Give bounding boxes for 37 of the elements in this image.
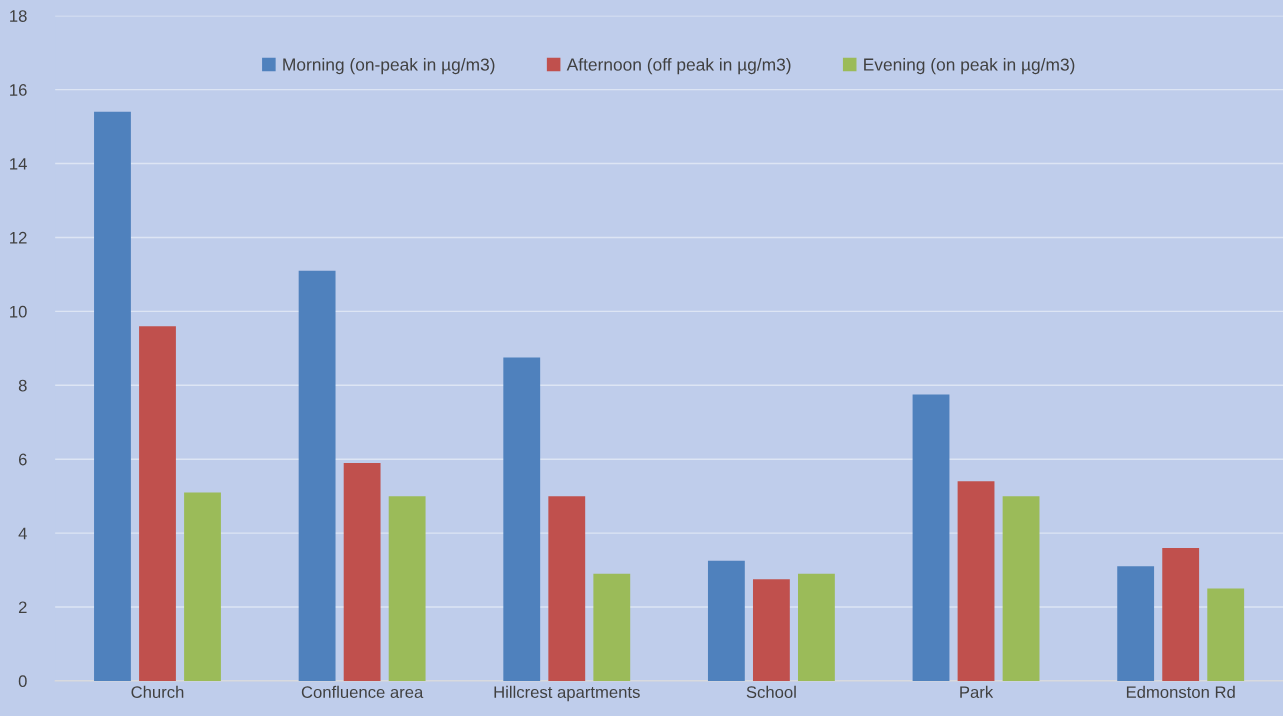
legend-label: Morning (on-peak in µg/m3): [283, 57, 495, 75]
bar: [343, 462, 381, 681]
x-tick-label: Church: [131, 685, 184, 699]
bar: [298, 270, 336, 681]
bar: [752, 579, 790, 681]
x-tick-label: Confluence area: [301, 685, 424, 699]
y-tick-label: 16: [10, 84, 27, 96]
bar: [184, 492, 221, 681]
bar: [1207, 588, 1245, 681]
bar: [503, 357, 541, 681]
legend-label: Afternoon (off peak in µg/m3): [566, 57, 791, 75]
y-tick-label: 12: [10, 231, 27, 244]
y-tick-label: 6: [18, 453, 27, 466]
y-tick-label: 4: [18, 527, 27, 540]
bar: [388, 496, 426, 681]
y-tick-label: 18: [10, 10, 27, 22]
bar: [1117, 566, 1155, 681]
bar: [957, 481, 995, 681]
bar: [1162, 547, 1200, 681]
bar: [707, 560, 745, 681]
bar: [139, 326, 176, 681]
y-tick-label: 14: [10, 158, 27, 170]
bar: [912, 394, 950, 681]
bar: [593, 573, 631, 681]
y-tick-label: 10: [10, 305, 27, 318]
y-tick-label: 8: [18, 379, 27, 392]
x-tick-label: Park: [960, 685, 994, 699]
x-tick-label: School: [746, 685, 796, 699]
legend-label: Evening (on peak in µg/m3): [864, 57, 1075, 75]
bar: [94, 111, 131, 681]
bar: [548, 496, 586, 681]
y-tick-label: 2: [18, 601, 27, 614]
y-tick-label: 0: [18, 675, 27, 688]
x-tick-label: Edmonston Rd: [1126, 685, 1235, 699]
bar: [798, 573, 835, 681]
bar: [1002, 496, 1040, 681]
x-tick-label: Hillcrest apartments: [494, 685, 640, 702]
